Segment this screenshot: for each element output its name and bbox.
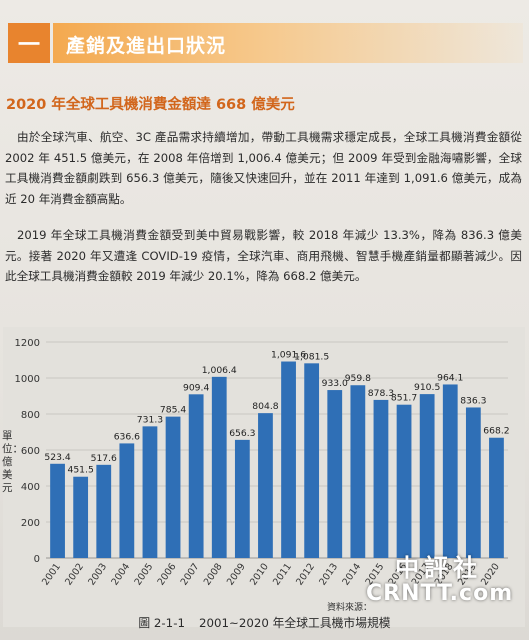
data-label: 910.5 bbox=[414, 382, 440, 393]
bar bbox=[442, 384, 458, 558]
y-tick-label: 1000 bbox=[15, 374, 40, 385]
y-tick-label: 400 bbox=[21, 482, 40, 493]
x-tick-label: 2003 bbox=[86, 561, 109, 587]
bar bbox=[96, 464, 112, 558]
y-tick-label: 1200 bbox=[15, 338, 40, 349]
bar bbox=[281, 361, 296, 558]
x-tick-label: 2001 bbox=[40, 561, 63, 587]
figure-title: 2001~2020 年全球工具機市場規模 bbox=[198, 616, 391, 630]
data-label: 836.3 bbox=[460, 395, 486, 406]
data-label: 1,091.6 bbox=[271, 350, 306, 361]
bar bbox=[465, 407, 481, 558]
section-header: 一 產銷及進出口狀況 bbox=[8, 23, 523, 63]
bar bbox=[373, 399, 389, 558]
bar bbox=[73, 476, 89, 558]
data-label: 933.0 bbox=[322, 378, 348, 389]
bar bbox=[211, 376, 227, 558]
x-tick-label: 2004 bbox=[109, 561, 132, 587]
x-tick-label: 2006 bbox=[156, 561, 179, 587]
section-number: 一 bbox=[8, 23, 50, 63]
figure-caption: 圖 2-1-1 2001~2020 年全球工具機市場規模 bbox=[0, 614, 529, 631]
watermark-latin: CRNTT.com bbox=[366, 581, 514, 606]
bar bbox=[419, 394, 435, 558]
x-tick-label: 2014 bbox=[340, 561, 363, 587]
x-tick-label: 2009 bbox=[225, 561, 248, 587]
data-label: 523.4 bbox=[44, 452, 70, 463]
bar bbox=[258, 413, 273, 558]
figure-number: 圖 2-1-1 bbox=[138, 616, 185, 630]
bar bbox=[165, 416, 181, 558]
data-label: 851.7 bbox=[391, 393, 417, 404]
data-label: 964.1 bbox=[437, 372, 463, 383]
y-tick-label: 800 bbox=[21, 410, 40, 421]
bar bbox=[489, 437, 504, 558]
data-label: 1,006.4 bbox=[202, 365, 237, 376]
data-label: 785.4 bbox=[160, 405, 186, 416]
bar bbox=[188, 394, 204, 558]
data-label: 878.3 bbox=[368, 388, 394, 399]
data-label: 1,081.5 bbox=[294, 351, 329, 362]
bar bbox=[350, 385, 366, 558]
data-label: 656.3 bbox=[229, 428, 255, 439]
bar bbox=[50, 463, 65, 558]
y-axis-label: 單位：億美元 bbox=[2, 430, 23, 494]
data-label: 636.6 bbox=[114, 431, 140, 442]
x-tick-label: 2012 bbox=[294, 561, 317, 587]
paragraph-1: 由於全球汽車、航空、3C 產品需求持續增加，帶動工具機需求穩定成長，全球工具機消… bbox=[5, 130, 522, 206]
data-label: 959.8 bbox=[345, 373, 371, 384]
y-tick-label: 200 bbox=[21, 518, 40, 529]
bar bbox=[119, 443, 135, 558]
bar bbox=[304, 363, 320, 558]
bar bbox=[396, 404, 412, 558]
x-tick-label: 2010 bbox=[248, 561, 271, 587]
x-tick-label: 2013 bbox=[317, 561, 340, 587]
data-label: 451.5 bbox=[67, 465, 93, 476]
data-label: 909.4 bbox=[183, 382, 209, 393]
section-title: 產銷及進出口狀況 bbox=[66, 35, 227, 57]
watermark: 中評社 CRNTT.com bbox=[366, 548, 514, 606]
x-tick-label: 2002 bbox=[63, 561, 86, 587]
data-label: 731.3 bbox=[137, 414, 163, 425]
y-tick-label: 600 bbox=[21, 446, 40, 457]
paragraph-2: 2019 年全球工具機消費金額受到美中貿易戰影響，較 2018 年減少 13.3… bbox=[5, 228, 522, 283]
data-label: 517.6 bbox=[91, 453, 117, 464]
bar bbox=[142, 426, 158, 558]
x-tick-label: 2005 bbox=[133, 561, 156, 587]
data-source: 資料來源： bbox=[327, 603, 373, 613]
data-label: 804.8 bbox=[252, 401, 278, 412]
x-tick-label: 2007 bbox=[179, 561, 202, 587]
section-title-band bbox=[53, 23, 523, 63]
bar bbox=[327, 390, 343, 558]
y-tick-label: 0 bbox=[34, 554, 40, 565]
subheading: 2020 年全球工具機消費金額達 668 億美元 bbox=[6, 97, 295, 113]
x-tick-label: 2011 bbox=[271, 561, 294, 587]
data-label: 668.2 bbox=[483, 426, 509, 437]
bar bbox=[234, 439, 250, 558]
x-tick-label: 2008 bbox=[202, 561, 225, 587]
watermark-chinese: 中評社 bbox=[395, 554, 482, 582]
